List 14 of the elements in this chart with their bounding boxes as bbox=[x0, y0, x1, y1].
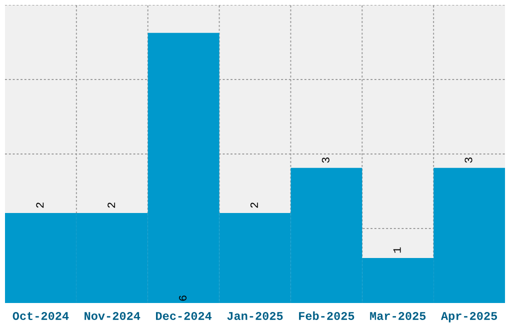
data-label: 1 bbox=[393, 247, 401, 253]
x-tick-label: Dec-2024 bbox=[156, 312, 212, 320]
data-label: 2 bbox=[108, 202, 116, 208]
x-tick-label: Mar-2025 bbox=[370, 312, 426, 320]
data-label: 3 bbox=[322, 157, 330, 163]
data-label: 6 bbox=[179, 296, 187, 301]
x-tick-label: Apr-2025 bbox=[440, 312, 498, 322]
data-label: 2 bbox=[36, 202, 44, 208]
data-label: 2 bbox=[250, 202, 258, 208]
x-tick-label: Nov-2024 bbox=[84, 312, 140, 320]
x-tick-label: Oct-2024 bbox=[12, 312, 69, 320]
data-label: 3 bbox=[464, 157, 472, 163]
x-tick-label: Feb-2025 bbox=[299, 311, 354, 320]
x-tick-label: Jan-2025 bbox=[227, 312, 283, 320]
